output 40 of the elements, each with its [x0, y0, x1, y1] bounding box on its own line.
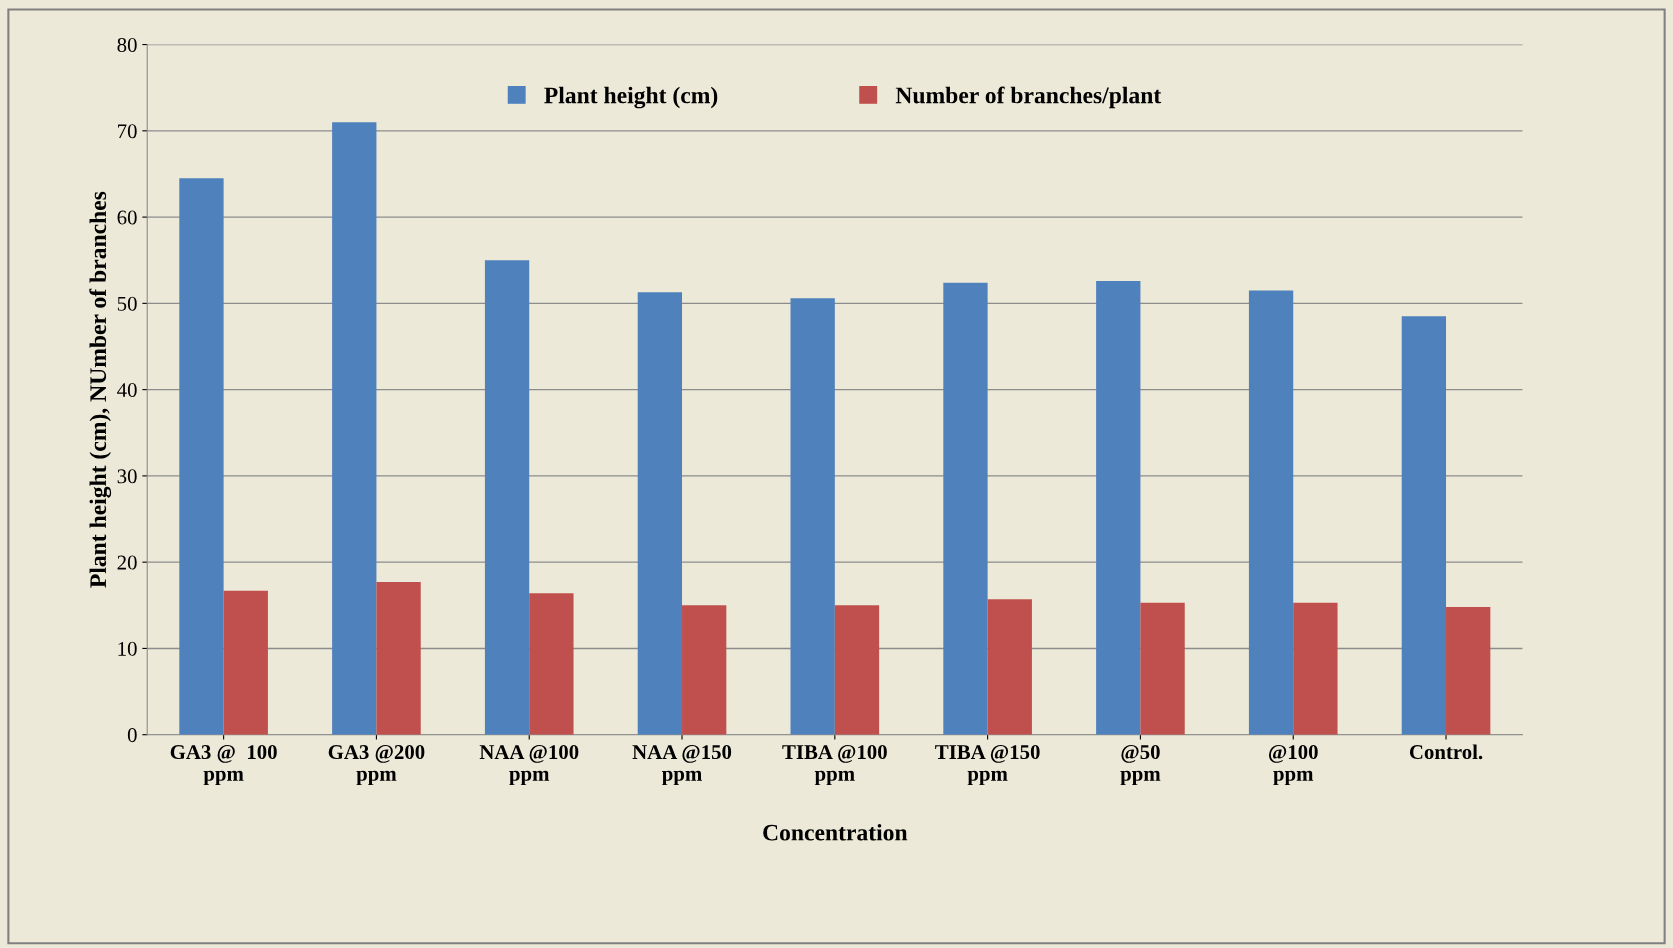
x-tick-label: TIBA @150 ppm: [935, 745, 1040, 786]
legend-label: Number of branches/plant: [895, 86, 1162, 109]
x-axis-title: Concentration: [763, 823, 908, 841]
bar: [637, 292, 683, 735]
y-axis-title: Plant height (cm), NUmber of branches: [89, 191, 112, 588]
bar: [682, 605, 727, 735]
x-tick-label: GA3 @200 ppm: [328, 745, 425, 786]
x-tick-label: NAA @150 ppm: [632, 745, 732, 786]
bar: [1293, 602, 1338, 735]
y-tick-label: 60: [117, 210, 137, 225]
y-tick-label: 10: [118, 641, 137, 656]
x-tick-label: Control.: [1409, 744, 1483, 760]
y-tick-label: 0: [127, 728, 137, 743]
bar: [529, 593, 574, 735]
bar: [790, 298, 835, 735]
x-tick-label: TIBA @100 ppm: [782, 745, 887, 786]
bar: [223, 590, 268, 735]
legend-label: Plant height (cm): [544, 86, 718, 109]
y-tick-label: 70: [118, 124, 137, 139]
y-tick-label: 20: [117, 555, 137, 570]
bar: [332, 122, 377, 735]
bar: [834, 605, 880, 735]
bar: [1140, 602, 1185, 735]
bar: [1401, 316, 1447, 735]
bar: [1446, 607, 1491, 735]
bar: [484, 260, 530, 735]
y-tick-label: 80: [117, 37, 137, 52]
y-tick-label: 30: [117, 469, 137, 484]
x-tick-label: GA3 @ 100 ppm: [170, 745, 277, 786]
bar: [1248, 290, 1294, 735]
bar: [376, 582, 421, 735]
bar: [179, 178, 224, 735]
y-tick-label: 40: [117, 383, 137, 398]
x-tick-label: @50 ppm: [1120, 745, 1161, 786]
x-tick-label: NAA @100 ppm: [479, 745, 579, 786]
bar: [987, 599, 1032, 735]
bar: [1096, 280, 1141, 735]
x-tick-label: @100 ppm: [1269, 745, 1318, 786]
y-tick-label: 50: [117, 296, 137, 311]
bar: [943, 282, 988, 735]
